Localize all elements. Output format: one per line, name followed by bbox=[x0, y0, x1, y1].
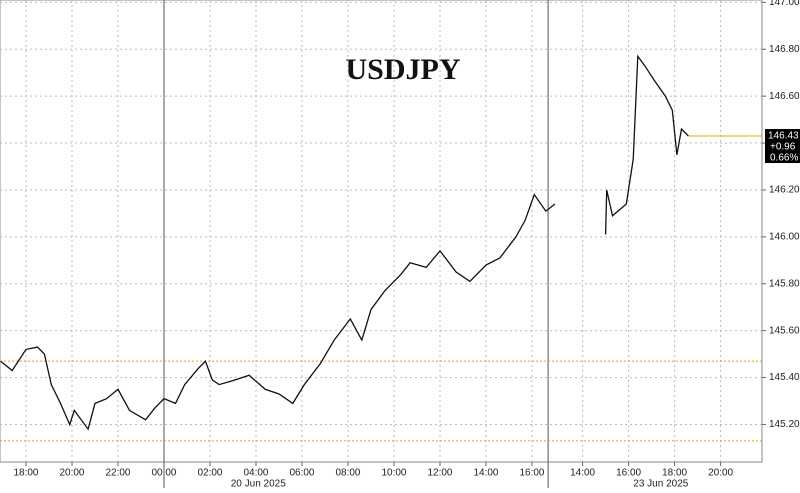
last-change-pct-label: 0.66% bbox=[770, 153, 798, 164]
y-tick-label: 145.40 bbox=[769, 372, 800, 383]
y-tick-label: 146.80 bbox=[769, 44, 800, 55]
x-tick-label: 12:00 bbox=[427, 468, 452, 479]
x-tick-label: 18:00 bbox=[13, 468, 38, 479]
x-tick-label: 18:00 bbox=[662, 468, 687, 479]
y-tick-label: 147.00 bbox=[769, 0, 800, 8]
y-tick-label: 145.20 bbox=[769, 419, 800, 430]
x-tick-label: 08:00 bbox=[335, 468, 360, 479]
y-tick-label: 146.60 bbox=[769, 91, 800, 102]
x-tick-label: 14:00 bbox=[473, 468, 498, 479]
x-tick-label: 22:00 bbox=[105, 468, 130, 479]
x-date-label: 23 Jun 2025 bbox=[633, 479, 688, 488]
y-tick-label: 146.00 bbox=[769, 232, 800, 243]
chart-title: USDJPY bbox=[345, 53, 460, 86]
x-tick-label: 02:00 bbox=[197, 468, 222, 479]
last-value-label: 146.43 bbox=[768, 131, 799, 142]
x-date-label: 20 Jun 2025 bbox=[231, 479, 286, 488]
x-tick-label: 16:00 bbox=[519, 468, 544, 479]
x-tick-label: 14:00 bbox=[570, 468, 595, 479]
plot-frame bbox=[0, 0, 763, 463]
last-change-label: +0.96 bbox=[770, 142, 796, 153]
x-tick-label: 16:00 bbox=[616, 468, 641, 479]
y-tick-label: 145.60 bbox=[769, 325, 800, 336]
x-tick-label: 06:00 bbox=[289, 468, 314, 479]
price-line bbox=[0, 54, 689, 431]
x-tick-label: 20:00 bbox=[59, 468, 84, 479]
last-value-box bbox=[765, 129, 800, 164]
x-tick-label: 04:00 bbox=[243, 468, 268, 479]
y-tick-label: 146.20 bbox=[769, 185, 800, 196]
x-tick-label: 20:00 bbox=[708, 468, 733, 479]
x-tick-label: 10:00 bbox=[381, 468, 406, 479]
y-tick-label: 145.80 bbox=[769, 278, 800, 289]
